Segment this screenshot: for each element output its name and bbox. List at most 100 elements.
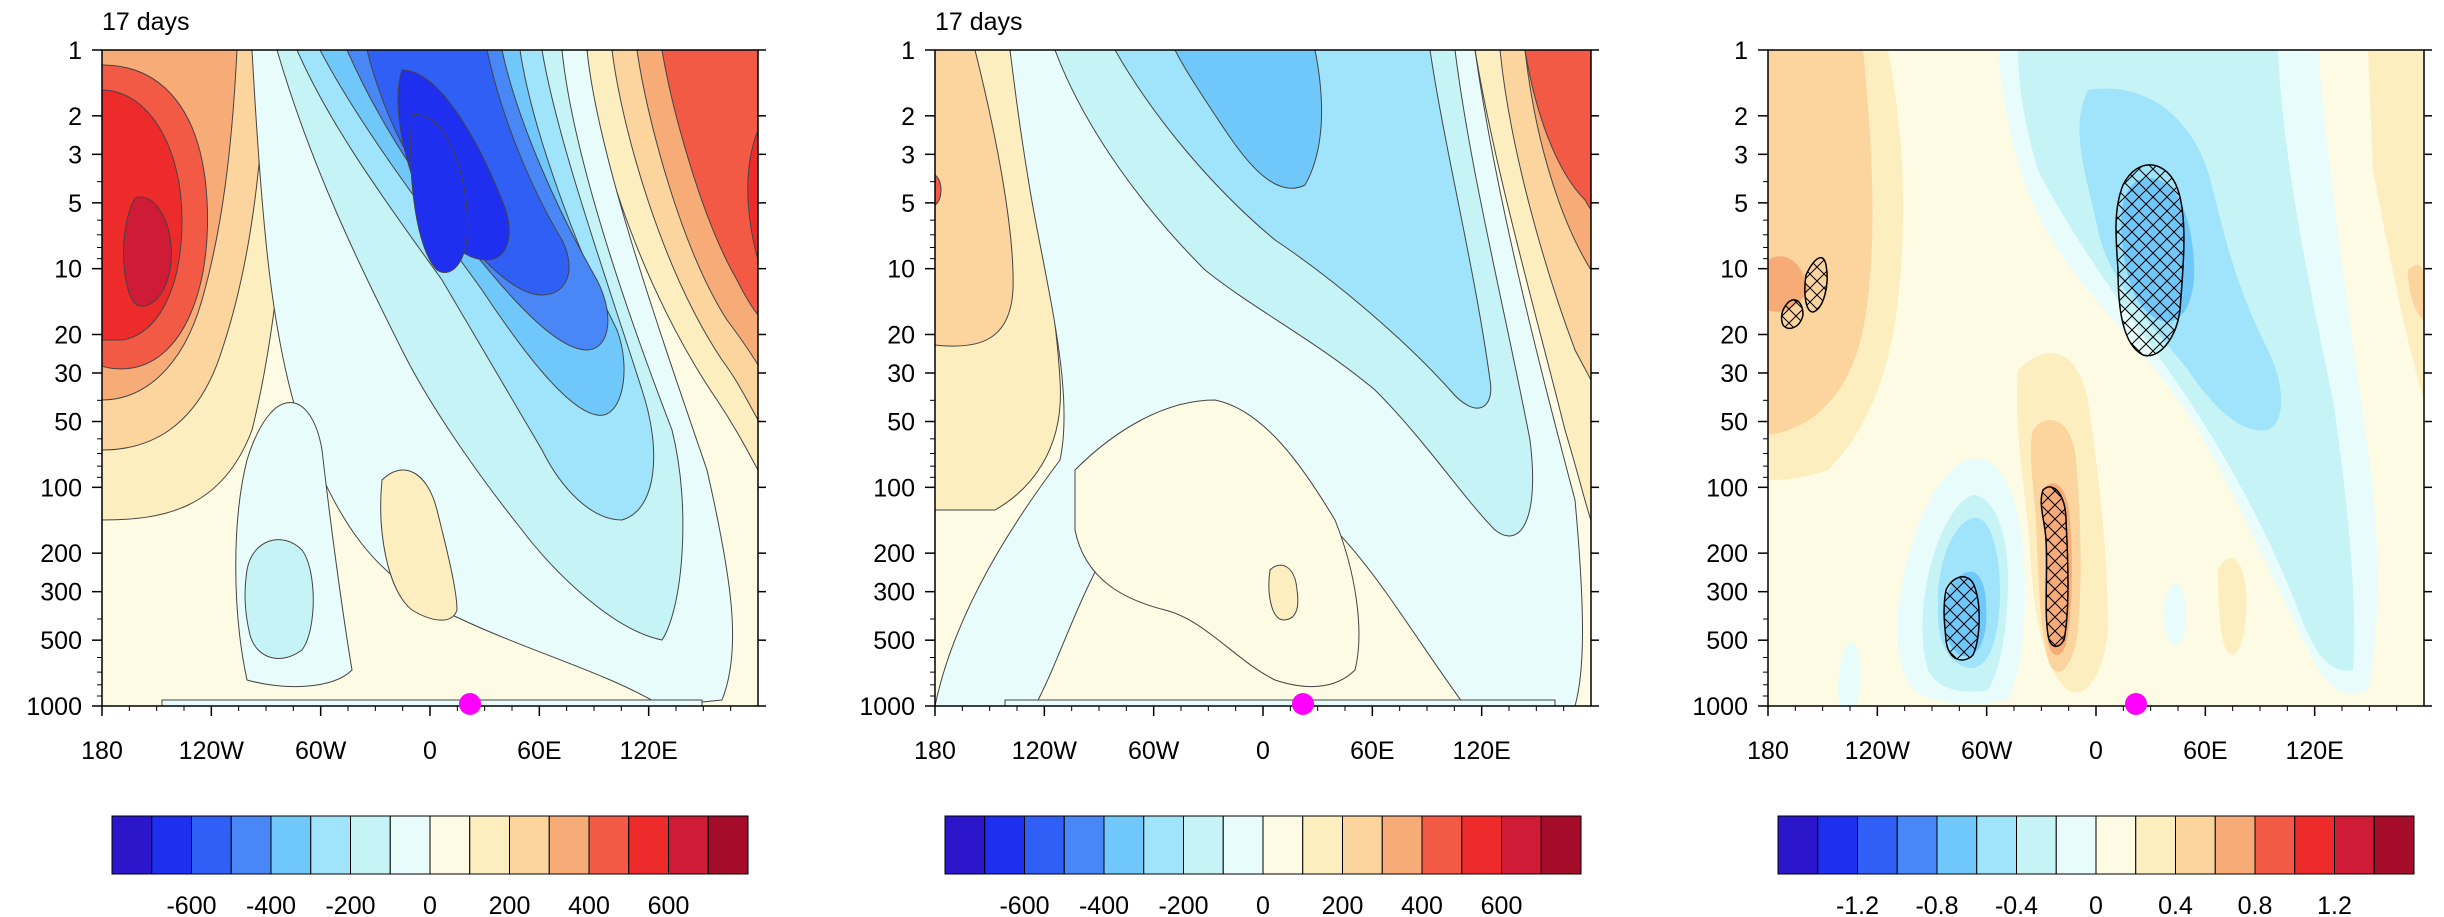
colorbar-swatch [2214, 815, 2256, 875]
x-tick-label: 0 [423, 737, 437, 765]
y-axis-1: 1 2 3 5 10 20 30 50 100 200 300 500 1000 [26, 37, 766, 721]
y-tick-label: 20 [54, 321, 82, 349]
y-tick-label: 50 [1720, 409, 1748, 437]
y-tick-label: 5 [901, 190, 915, 218]
y-tick-label: 300 [873, 579, 915, 607]
colorbar-swatch [1976, 815, 2017, 875]
panel-2-title: 17 days [935, 8, 1023, 36]
colorbar-swatch [509, 815, 550, 875]
colorbar-swatch [2294, 815, 2335, 875]
colorbar-swatch [1936, 815, 1978, 875]
colorbar-label: -400 [1079, 892, 1129, 917]
colorbar-label: -600 [166, 892, 216, 917]
y-tick-label: 3 [1734, 141, 1748, 169]
colorbar-swatch [191, 815, 232, 875]
colorbar-label: 400 [568, 892, 610, 917]
y-tick-label: 20 [887, 321, 915, 349]
panel-1: 17 days 1 2 3 5 10 20 30 50 100 200 300 500 1000 180… [26, 8, 766, 765]
colorbar-label: -1.2 [1836, 892, 1879, 917]
colorbar-swatch [230, 815, 272, 875]
y-tick-label: 500 [1706, 627, 1748, 655]
colorbar-label: 600 [1481, 892, 1523, 917]
x-tick-label: 180 [914, 737, 956, 765]
colorbar-label: 1.2 [2317, 892, 2352, 917]
colorbar-label: -0.4 [1995, 892, 2038, 917]
panel-1-contours [102, 50, 758, 706]
colorbar-swatch [1024, 815, 1065, 875]
colorbar-swatch [2135, 815, 2176, 875]
y-tick-label: 5 [68, 190, 82, 218]
colorbar-swatch [310, 815, 351, 875]
y-tick-label: 100 [40, 474, 82, 502]
marker-dot-2 [1292, 693, 1314, 715]
colorbar-label: 200 [489, 892, 531, 917]
colorbar-swatch [151, 815, 192, 875]
y-tick-label: 50 [887, 409, 915, 437]
y-tick-label: 5 [1734, 190, 1748, 218]
colorbar-label: -400 [246, 892, 296, 917]
x-tick-label: 60W [1128, 737, 1180, 765]
x-tick-label: 120W [1845, 737, 1911, 765]
x-tick-label: 60E [2183, 737, 2227, 765]
panel-2-contours [935, 50, 1591, 706]
colorbar-label: 0 [423, 892, 437, 917]
colorbar-swatch [270, 815, 312, 875]
colorbar-swatch [2254, 815, 2296, 875]
colorbar-swatch [1302, 815, 1343, 875]
x-tick-label: 60W [1961, 737, 2013, 765]
colorbar-label: 0 [2089, 892, 2103, 917]
colorbar-swatch [2016, 815, 2057, 875]
y-tick-label: 20 [1720, 321, 1748, 349]
colorbar-swatch [628, 815, 669, 875]
colorbar-swatch [1896, 815, 1938, 875]
panel-3-contours [1768, 50, 2424, 706]
y-tick-label: 50 [54, 409, 82, 437]
colorbar-swatch [2095, 815, 2137, 875]
y-tick-label: 2 [901, 103, 915, 131]
colorbar-label: 0.4 [2158, 892, 2193, 917]
x-tick-label: 60E [1350, 737, 1394, 765]
significance-hatching [1780, 164, 2185, 661]
colorbar-swatch [1143, 815, 1184, 875]
panel-1-title: 17 days [102, 8, 190, 36]
y-tick-label: 200 [40, 540, 82, 568]
colorbar-2: -600 -400 -200 0 200 400 600 [944, 815, 1582, 917]
y-tick-label: 2 [1734, 103, 1748, 131]
y-tick-label: 3 [901, 141, 915, 169]
colorbar-label: 600 [648, 892, 690, 917]
colorbar-swatch [2055, 815, 2097, 875]
colorbar-swatch [1501, 815, 1542, 875]
colorbar-swatch [1103, 815, 1145, 875]
y-tick-label: 1000 [1692, 693, 1748, 721]
y-tick-label: 500 [40, 627, 82, 655]
x-axis-2: 180 120W 60W 0 60E 120E [914, 706, 1565, 765]
x-tick-label: 60E [517, 737, 561, 765]
panel-2: 17 days 1 2 3 5 10 20 30 50 100 200 300 500 1000 180… [859, 8, 1599, 765]
colorbar-label: -200 [1158, 892, 1208, 917]
y-axis-3: 1 2 3 5 10 20 30 50 100 200 300 500 1000 [1692, 37, 2432, 721]
x-axis-1: 180 120W 60W 0 60E 120E [81, 706, 732, 765]
y-tick-label: 100 [873, 474, 915, 502]
colorbar-label: -600 [999, 892, 1049, 917]
x-tick-label: 120W [179, 737, 245, 765]
colorbar-swatch [1222, 815, 1264, 875]
marker-dot-1 [459, 693, 481, 715]
y-tick-label: 200 [1706, 540, 1748, 568]
colorbar-1: -600 -400 -200 0 200 400 600 [111, 815, 749, 917]
y-tick-label: 1 [1734, 37, 1748, 65]
colorbar-swatch [668, 815, 709, 875]
colorbar-label: 0.8 [2238, 892, 2273, 917]
x-tick-label: 120E [619, 737, 677, 765]
colorbar-swatch [1857, 815, 1898, 875]
colorbar-swatch [548, 815, 590, 875]
y-tick-label: 300 [40, 579, 82, 607]
colorbar-label: -0.8 [1915, 892, 1958, 917]
y-tick-label: 300 [1706, 579, 1748, 607]
x-tick-label: 120E [2285, 737, 2343, 765]
x-tick-label: 180 [81, 737, 123, 765]
y-tick-label: 2 [68, 103, 82, 131]
y-tick-label: 10 [887, 256, 915, 284]
y-tick-label: 3 [68, 141, 82, 169]
x-axis-3: 180 120W 60W 0 60E 120E [1747, 706, 2398, 765]
